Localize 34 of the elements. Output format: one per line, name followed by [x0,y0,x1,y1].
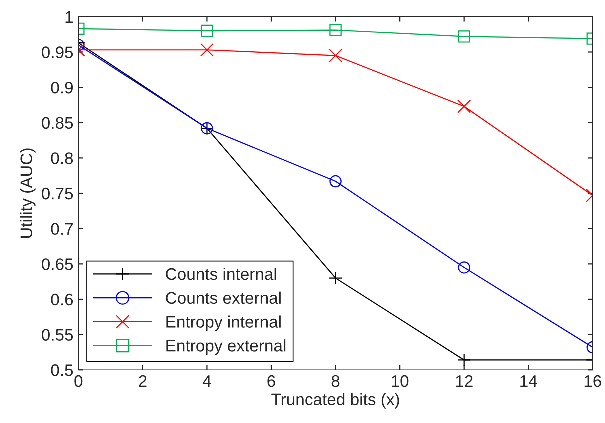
y-tick-label: 0.95 [42,46,74,58]
legend-label: Entropy external [166,340,286,356]
x-tick-label: 10 [392,375,409,388]
point [201,24,214,38]
x-tick-label: 14 [520,376,538,388]
y-tick-label: 0.9 [51,82,73,94]
y-tick-label: 0.5 [51,364,74,376]
x-tick-label: 4 [202,376,212,388]
x-tick-label: 0 [74,375,83,388]
y-tick-label: 0.6 [51,294,74,306]
point [328,271,343,286]
y-tick-label: 0.85 [42,117,74,130]
y-tick-label: 0.55 [42,329,74,342]
point [330,175,342,188]
x-tick-label: 12 [456,375,473,388]
point [330,24,342,36]
x-axis-title: Truncated bits (x) [272,393,400,409]
x-tick-label: 8 [332,375,340,388]
point [458,30,470,43]
x-tick-label: 16 [584,375,602,388]
y-axis-title: Utility (AUC) [20,148,36,238]
point [328,48,343,63]
y-tick-label: 0.75 [42,188,74,200]
legend-label: Counts internal [166,268,276,280]
y-tick-label: 1 [66,11,73,23]
legend-label: Entropy internal [166,316,281,332]
point [458,262,470,274]
x-tick-label: 2 [139,375,147,388]
y-tick-label: 0.8 [51,152,74,164]
x-tick-label: 6 [268,375,276,388]
point [200,43,214,57]
y-tick-label: 0.7 [51,223,73,236]
y-tick-label: 0.65 [42,258,74,270]
legend-label: Counts external [166,292,281,304]
